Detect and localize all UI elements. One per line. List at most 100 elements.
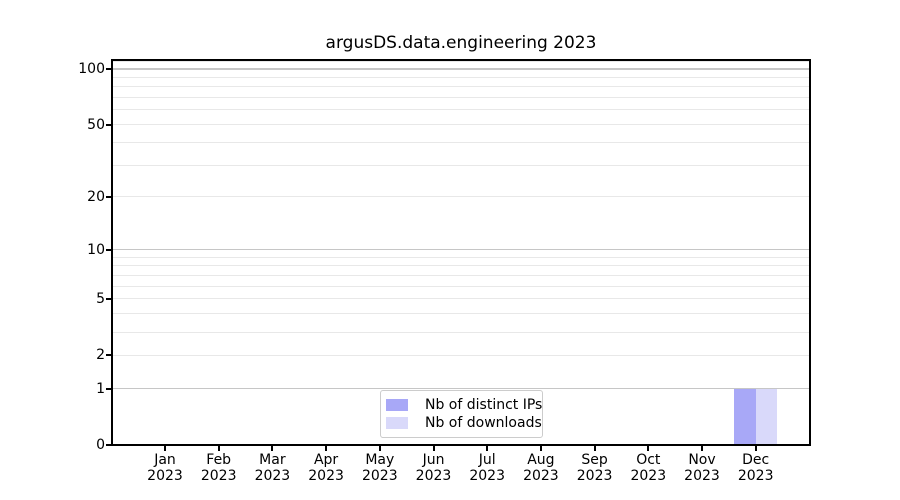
- x-tick-label: Aug 2023: [506, 452, 576, 484]
- plot-area: [112, 59, 810, 445]
- y-tick-label: 2: [96, 347, 105, 364]
- x-tick-label: Dec 2023: [721, 452, 791, 484]
- x-tick-label: Apr 2023: [291, 452, 361, 484]
- y-tick-label: 50: [87, 116, 105, 133]
- y-minor-gridline: [112, 354, 810, 356]
- y-minor-gridline: [112, 313, 810, 315]
- x-tick-month: Jun: [422, 452, 445, 468]
- x-tick-label: Mar 2023: [237, 452, 307, 484]
- y-tick-label: 20: [87, 188, 105, 205]
- x-tick-year: 2023: [523, 468, 559, 484]
- y-tick-mark: [106, 444, 111, 446]
- y-tick-label: 1: [96, 380, 105, 397]
- y-minor-gridline: [112, 298, 810, 300]
- chart-title: argusDS.data.engineering 2023: [325, 33, 597, 53]
- x-tick-year: 2023: [737, 468, 774, 484]
- x-tick-year: 2023: [415, 468, 452, 484]
- y-minor-gridline: [112, 86, 810, 88]
- y-tick-mark: [106, 354, 111, 357]
- y-minor-gridline: [112, 285, 810, 287]
- x-tick-mark: [539, 446, 542, 451]
- bar-distinct-ips: [734, 388, 756, 445]
- legend-swatch-distinct-ips: [386, 399, 408, 411]
- y-minor-gridline: [112, 124, 810, 126]
- legend-swatch-downloads: [386, 417, 408, 429]
- y-minor-gridline: [112, 60, 810, 62]
- x-tick-mark: [271, 446, 274, 451]
- y-major-gridline: [112, 68, 810, 70]
- y-tick-mark: [106, 248, 111, 251]
- legend-entry-distinct-ips: Nb of distinct IPs: [386, 396, 542, 414]
- x-tick-label: Sep 2023: [560, 452, 630, 484]
- y-minor-gridline: [112, 97, 810, 99]
- x-tick-month: Feb: [206, 452, 232, 468]
- y-minor-gridline: [112, 164, 810, 166]
- y-tick-mark: [106, 387, 111, 390]
- y-major-gridline: [112, 248, 810, 251]
- x-tick-mark: [701, 446, 703, 451]
- x-tick-mark: [647, 446, 650, 451]
- y-minor-gridline: [112, 196, 810, 198]
- legend-label-distinct-ips: Nb of distinct IPs: [425, 397, 543, 413]
- x-tick-month: Aug: [527, 452, 555, 468]
- y-minor-gridline: [112, 331, 810, 333]
- x-tick-month: Sep: [581, 452, 608, 468]
- x-tick-month: Apr: [313, 452, 339, 468]
- x-tick-label: Jun 2023: [399, 452, 469, 484]
- x-tick-mark: [325, 446, 328, 451]
- x-tick-label: Feb 2023: [184, 452, 254, 484]
- y-tick-label: 100: [78, 60, 105, 77]
- x-tick-mark: [432, 446, 435, 451]
- x-tick-month: Jul: [478, 452, 496, 468]
- y-major-gridline: [112, 387, 810, 390]
- x-tick-year: 2023: [630, 468, 667, 484]
- x-tick-month: May: [365, 452, 395, 468]
- y-minor-gridline: [112, 76, 810, 78]
- y-tick-label: 5: [96, 290, 105, 307]
- x-tick-month: Mar: [259, 452, 286, 468]
- x-tick-month: Oct: [636, 452, 661, 468]
- x-tick-year: 2023: [361, 468, 398, 484]
- spine-right: [809, 59, 811, 446]
- y-tick-label: 0: [96, 437, 105, 453]
- legend-label-downloads: Nb of downloads: [425, 415, 542, 431]
- x-tick-label: Oct 2023: [613, 452, 683, 484]
- x-tick-mark: [593, 446, 596, 451]
- y-tick-label: 10: [87, 241, 105, 258]
- y-minor-gridline: [112, 265, 810, 267]
- bar-downloads: [755, 388, 778, 445]
- legend-entry-downloads: Nb of downloads: [386, 414, 542, 432]
- y-tick-mark: [106, 67, 111, 70]
- x-tick-month: Dec: [742, 452, 770, 468]
- legend: Nb of distinct IPs Nb of downloads: [380, 390, 543, 438]
- x-tick-mark: [378, 446, 381, 451]
- x-tick-year: 2023: [576, 468, 613, 484]
- x-tick-year: 2023: [200, 468, 237, 484]
- x-tick-month: Jan: [154, 452, 176, 468]
- x-tick-mark: [486, 446, 489, 451]
- x-tick-month: Nov: [688, 452, 716, 468]
- x-tick-year: 2023: [684, 468, 720, 484]
- y-tick-mark: [106, 123, 111, 126]
- x-tick-year: 2023: [254, 468, 291, 484]
- y-tick-mark: [106, 297, 111, 300]
- spine-bottom: [111, 444, 811, 446]
- x-tick-year: 2023: [147, 468, 183, 484]
- x-tick-label: May 2023: [345, 452, 415, 484]
- spine-top: [111, 59, 811, 61]
- y-minor-gridline: [112, 256, 810, 258]
- x-tick-mark: [754, 446, 757, 451]
- spine-left: [111, 59, 113, 446]
- y-minor-gridline: [112, 109, 810, 111]
- x-tick-label: Jul 2023: [452, 452, 522, 484]
- x-tick-label: Nov 2023: [667, 452, 737, 484]
- y-tick-mark: [106, 195, 111, 198]
- x-tick-mark: [217, 446, 220, 451]
- x-tick-year: 2023: [308, 468, 344, 484]
- y-minor-gridline: [112, 141, 810, 143]
- x-tick-year: 2023: [469, 468, 505, 484]
- x-tick-mark: [164, 446, 166, 451]
- y-minor-gridline: [112, 275, 810, 277]
- x-tick-label: Jan 2023: [130, 452, 200, 484]
